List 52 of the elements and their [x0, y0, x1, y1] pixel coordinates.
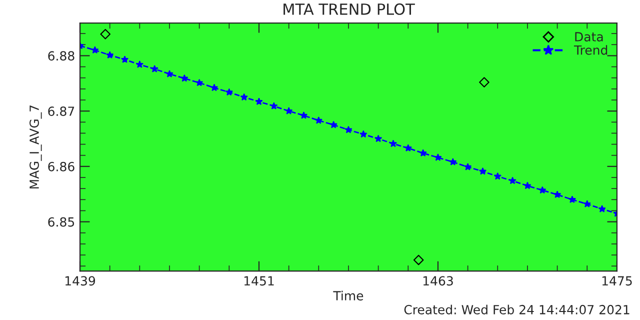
point	[166, 70, 174, 78]
x-tick-label: 1463	[423, 276, 453, 286]
point	[583, 200, 591, 208]
point	[225, 88, 233, 96]
point	[404, 144, 412, 152]
point	[374, 134, 382, 142]
point	[524, 182, 532, 190]
point	[270, 102, 278, 110]
point	[120, 56, 129, 63]
legend-label: Trend	[574, 45, 608, 55]
x-tick-label: 1439	[65, 276, 96, 286]
point	[479, 77, 490, 88]
point	[553, 190, 562, 198]
x-axis-title: Time	[333, 290, 364, 300]
point	[494, 172, 502, 180]
point	[300, 111, 308, 119]
point	[598, 205, 606, 212]
point	[360, 130, 368, 138]
point	[255, 98, 263, 105]
y-tick-label: 6.87	[48, 106, 74, 116]
point	[464, 162, 472, 170]
point	[478, 167, 487, 175]
text: Created: Wed Feb 24 14:44:07 2021	[404, 304, 630, 314]
point	[389, 140, 398, 148]
x-tick-label: 1475	[602, 276, 632, 286]
point	[180, 74, 188, 82]
point	[508, 176, 516, 184]
y-axis-title: MAG_I_AVG_7	[30, 106, 42, 188]
point	[106, 51, 114, 58]
point	[284, 107, 293, 114]
legend-label: Data	[575, 32, 603, 42]
y-tick-label: 6.88	[48, 51, 74, 61]
point	[100, 28, 111, 40]
point	[91, 46, 99, 54]
point	[150, 64, 158, 72]
point	[449, 158, 457, 166]
y-tick-label: 6.86	[48, 162, 74, 172]
point	[538, 186, 546, 194]
y-tick-label: 6.85	[48, 217, 74, 227]
point	[330, 120, 338, 128]
point	[413, 254, 424, 266]
x-tick-label: 1451	[244, 276, 274, 286]
point	[210, 84, 218, 92]
point	[419, 149, 427, 156]
point	[136, 60, 144, 68]
point	[196, 78, 204, 86]
point	[434, 154, 442, 161]
chart-title: MTA TREND PLOT	[284, 3, 415, 15]
point	[314, 116, 322, 124]
point	[568, 196, 576, 203]
point	[344, 126, 352, 134]
point	[240, 93, 248, 101]
